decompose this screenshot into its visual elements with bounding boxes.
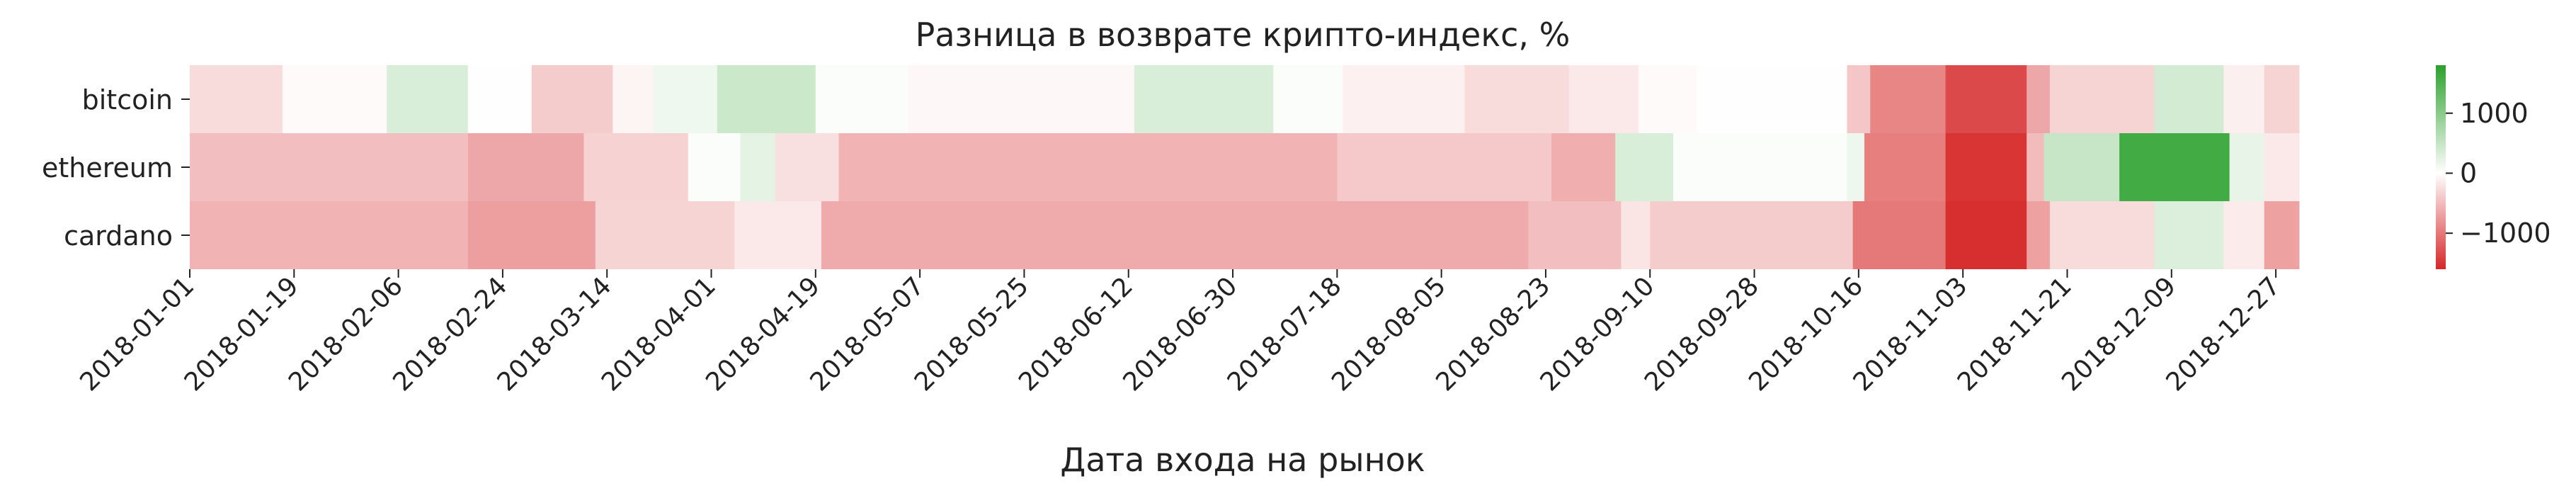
heatmap-cell: [1945, 201, 2027, 269]
y-tick-label: cardano: [64, 220, 173, 252]
heatmap-cell: [2154, 201, 2225, 269]
heatmap-cell: [1864, 133, 1947, 201]
heatmap-cell: [467, 65, 532, 133]
heatmap-cell: [2049, 65, 2155, 133]
heatmap-cell: [2223, 65, 2265, 133]
heatmap-cell: [717, 65, 816, 133]
heatmap-cell: [1650, 201, 1854, 269]
heatmap-cell: [740, 133, 776, 201]
heatmap-cell: [1337, 133, 1552, 201]
heatmap-cell: [1672, 133, 1848, 201]
heatmap-cell: [1852, 201, 1947, 269]
heatmap-cell: [1847, 133, 1865, 201]
heatmap-cell: [2264, 201, 2300, 269]
heatmap-cell: [1464, 65, 1570, 133]
heatmap-cell: [2229, 133, 2265, 201]
heatmap-cell: [1273, 65, 1344, 133]
heatmap-cell: [612, 65, 654, 133]
heatmap-cell: [583, 133, 689, 201]
heatmap-cell: [1945, 133, 2027, 201]
heatmap-cell: [1696, 65, 1848, 133]
heatmap-cell: [2264, 133, 2300, 201]
colorbar: 1000 0 −1000: [2436, 65, 2551, 269]
colorbar-tick-label: 0: [2460, 157, 2477, 188]
heatmap-cell: [1568, 65, 1639, 133]
heatmap-cell: [1615, 133, 1674, 201]
heatmap-cell: [815, 65, 909, 133]
heatmap-cell: [282, 65, 387, 133]
heatmap-cell: [467, 133, 585, 201]
colorbar-tick-label: 1000: [2460, 98, 2529, 129]
heatmap-cell: [775, 133, 840, 201]
y-axis: bitcoin ethereum cardano: [42, 84, 190, 252]
heatmap-cell: [2049, 201, 2155, 269]
heatmap-cell: [190, 133, 469, 201]
heatmap-cell: [1134, 65, 1274, 133]
chart-title: Разница в возврате крипто-индекс, %: [916, 16, 1571, 54]
heatmap-cell: [2027, 65, 2051, 133]
heatmap-cell: [734, 201, 822, 269]
heatmap-cell: [1528, 201, 1622, 269]
heatmap-cell: [908, 65, 1135, 133]
heatmap-cell: [2154, 65, 2225, 133]
heatmap-cell: [2044, 133, 2120, 201]
heatmap-cell: [838, 133, 1338, 201]
heatmap-cell: [190, 201, 469, 269]
heatmap-cell: [2119, 133, 2230, 201]
y-tick-label: bitcoin: [82, 84, 173, 115]
heatmap-cell: [1551, 133, 1616, 201]
heatmap-cell: [2223, 201, 2265, 269]
heatmap-cell: [1343, 65, 1465, 133]
heatmap-cell: [688, 133, 741, 201]
heatmap-cell: [595, 201, 735, 269]
heatmap-cells: [190, 65, 2300, 269]
y-tick-label: ethereum: [42, 152, 173, 183]
heatmap-cell: [821, 201, 1529, 269]
heatmap-cell: [1870, 65, 1947, 133]
heatmap-cell: [1847, 65, 1871, 133]
colorbar-tick-label: −1000: [2460, 217, 2551, 249]
heatmap-cell: [653, 65, 718, 133]
x-axis-label: Дата входа на рынок: [1060, 441, 1425, 479]
heatmap-cell: [2264, 65, 2300, 133]
x-axis: 2018-01-012018-01-192018-02-062018-02-24…: [74, 269, 2286, 397]
heatmap-cell: [1621, 201, 1651, 269]
heatmap-cell: [387, 65, 469, 133]
heatmap-cell: [2027, 201, 2051, 269]
heatmap-cell: [1638, 65, 1697, 133]
heatmap-cell: [467, 201, 596, 269]
heatmap-cell: [190, 65, 283, 133]
colorbar-gradient: [2436, 65, 2446, 269]
heatmap-cell: [2027, 133, 2045, 201]
heatmap-cell: [1945, 65, 2027, 133]
heatmap-cell: [531, 65, 613, 133]
